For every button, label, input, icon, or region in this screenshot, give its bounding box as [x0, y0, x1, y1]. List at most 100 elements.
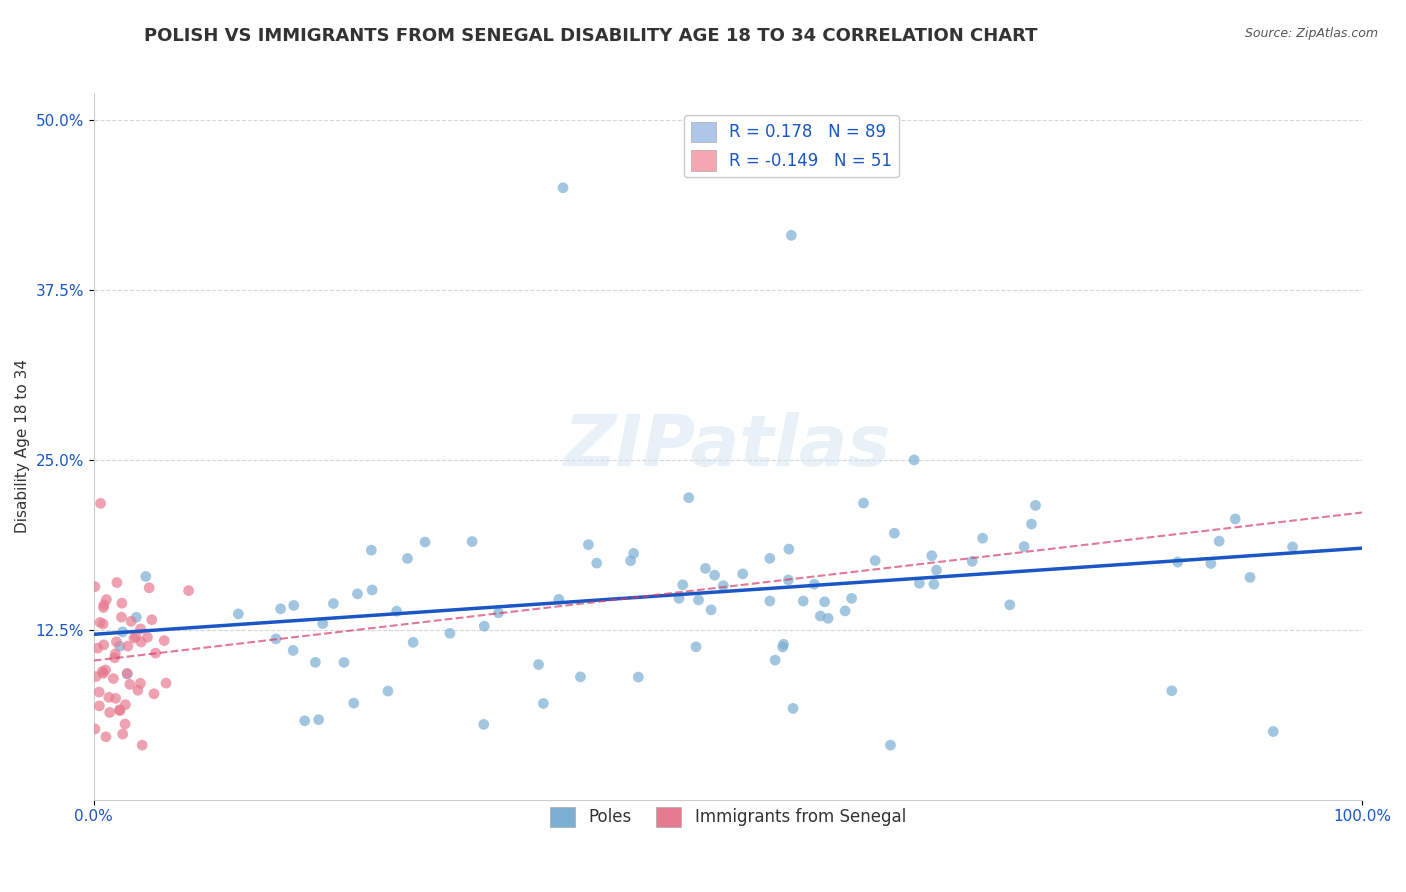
Point	[852, 496, 875, 510]
Point	[678, 491, 700, 505]
Point	[122, 631, 145, 645]
Point	[1263, 724, 1285, 739]
Point	[1225, 512, 1247, 526]
Point	[125, 610, 148, 624]
Point	[841, 591, 863, 606]
Point	[118, 677, 141, 691]
Point	[672, 578, 695, 592]
Point	[1239, 570, 1261, 584]
Point	[1160, 683, 1182, 698]
Point	[778, 542, 800, 557]
Text: POLISH VS IMMIGRANTS FROM SENEGAL DISABILITY AGE 18 TO 34 CORRELATION CHART: POLISH VS IMMIGRANTS FROM SENEGAL DISABI…	[143, 27, 1038, 45]
Point	[413, 535, 436, 549]
Point	[89, 615, 111, 630]
Point	[803, 577, 825, 591]
Point	[94, 730, 117, 744]
Point	[108, 703, 131, 717]
Point	[135, 569, 157, 583]
Point	[84, 580, 107, 594]
Point	[228, 607, 250, 621]
Point	[1281, 540, 1303, 554]
Point	[143, 687, 166, 701]
Point	[623, 546, 645, 560]
Point	[283, 599, 305, 613]
Point	[922, 577, 945, 591]
Point	[114, 698, 136, 712]
Point	[136, 630, 159, 644]
Point	[808, 609, 831, 624]
Point	[103, 650, 125, 665]
Point	[361, 582, 384, 597]
Point	[960, 554, 983, 568]
Point	[108, 640, 131, 654]
Point	[91, 666, 114, 681]
Point	[547, 592, 569, 607]
Point	[700, 603, 723, 617]
Point	[105, 634, 128, 648]
Point	[908, 576, 931, 591]
Point	[763, 653, 786, 667]
Point	[94, 663, 117, 677]
Point	[972, 531, 994, 545]
Point	[129, 635, 152, 649]
Legend: Poles, Immigrants from Senegal: Poles, Immigrants from Senegal	[543, 800, 912, 834]
Point	[883, 526, 905, 541]
Text: ZIPatlas: ZIPatlas	[564, 411, 891, 481]
Point	[97, 690, 120, 705]
Point	[685, 640, 707, 654]
Point	[343, 696, 366, 710]
Point	[551, 180, 574, 194]
Point	[527, 657, 550, 672]
Point	[129, 622, 152, 636]
Point	[772, 637, 794, 651]
Point	[131, 738, 153, 752]
Point	[346, 587, 368, 601]
Point	[903, 453, 925, 467]
Point	[531, 697, 554, 711]
Point	[333, 656, 356, 670]
Point	[759, 551, 782, 566]
Point	[105, 575, 128, 590]
Point	[111, 596, 134, 610]
Point	[377, 684, 399, 698]
Point	[98, 706, 121, 720]
Point	[360, 543, 382, 558]
Point	[780, 228, 803, 243]
Point	[711, 579, 734, 593]
Point	[472, 619, 495, 633]
Point	[117, 667, 139, 681]
Point	[731, 566, 754, 581]
Point	[103, 672, 125, 686]
Point	[619, 554, 641, 568]
Point	[576, 538, 599, 552]
Point	[177, 583, 200, 598]
Point	[114, 717, 136, 731]
Point	[264, 632, 287, 646]
Point	[488, 606, 510, 620]
Point	[402, 635, 425, 649]
Point	[86, 641, 108, 656]
Point	[91, 665, 114, 679]
Point	[585, 556, 607, 570]
Point	[461, 534, 484, 549]
Point	[91, 617, 114, 632]
Point	[668, 591, 690, 606]
Point	[688, 593, 710, 607]
Point	[385, 604, 408, 618]
Point	[627, 670, 650, 684]
Point	[127, 683, 149, 698]
Point	[813, 595, 835, 609]
Point	[93, 638, 115, 652]
Point	[93, 600, 115, 615]
Point	[108, 704, 131, 718]
Point	[322, 597, 344, 611]
Point	[283, 643, 305, 657]
Point	[145, 646, 167, 660]
Point	[115, 666, 138, 681]
Point	[93, 598, 115, 612]
Point	[117, 639, 139, 653]
Point	[104, 691, 127, 706]
Point	[759, 594, 782, 608]
Point	[89, 698, 111, 713]
Point	[111, 727, 134, 741]
